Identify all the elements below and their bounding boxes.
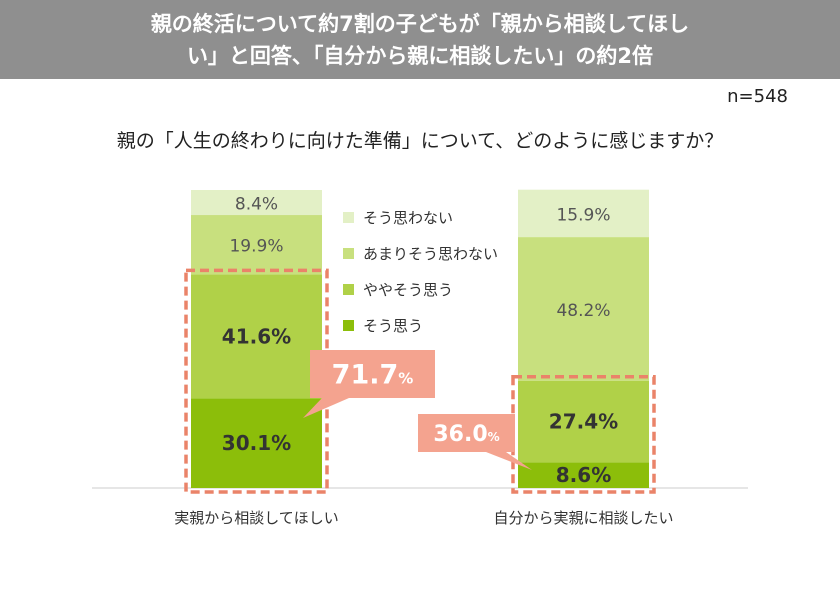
sample-size: n=548 [727, 86, 788, 107]
highlight-box-1 [184, 268, 329, 494]
bar-segment-yaya-2 [518, 380, 649, 463]
legend-item-yaya: ややそう思う [343, 271, 498, 307]
data-label-sou-1: 30.1% [222, 431, 291, 455]
callout-value-1: 71.7 [332, 360, 399, 391]
legend-label-amari: あまりそう思わない [363, 244, 499, 263]
legend-swatch-soukonai [343, 211, 354, 223]
legend-swatch-sou [343, 319, 354, 331]
callout-tail-1 [303, 398, 349, 418]
data-label-soukonai-2: 15.9% [556, 205, 610, 225]
bar-segment-sou-2 [518, 462, 649, 488]
bar-segment-amari-1 [191, 215, 322, 275]
legend-label-yaya: ややそう思う [363, 280, 454, 299]
callout-label-1: 71.7% [332, 360, 414, 391]
legend-item-amari: あまりそう思わない [343, 235, 498, 271]
legend-item-soukonai: そう思わない [343, 199, 498, 235]
headline-banner: 親の終活について約7割の子どもが「親から相談してほし い」と回答、「自分から親に… [0, 0, 840, 79]
bar-segment-sou-1 [191, 398, 322, 488]
legend-label-sou: そう思う [363, 316, 424, 335]
callout-box-1 [310, 350, 435, 398]
survey-question: 親の「人生の終わりに向けた準備」について、どのように感じますか？ [116, 130, 724, 152]
data-label-yaya-1: 41.6% [222, 324, 291, 348]
data-label-amari-2: 48.2% [556, 301, 610, 321]
legend-item-sou: そう思う [343, 307, 498, 343]
callout-unit-1: % [398, 370, 413, 388]
callout-box-2 [418, 414, 515, 452]
callout-value-2: 36.0 [433, 422, 487, 447]
bar-segment-soukonai-2 [518, 189, 649, 238]
chart-legend: そう思わない あまりそう思わない ややそう思う そう思う [343, 199, 498, 343]
data-label-soukonai-1: 8.4% [235, 195, 278, 215]
callout-unit-2: % [488, 430, 500, 444]
legend-swatch-amari [343, 247, 354, 259]
category-label-1: 実親から相談してほしい [174, 509, 339, 527]
headline-line-1: 親の終活について約7割の子どもが「親から相談してほし [150, 11, 690, 36]
data-label-sou-2: 8.6% [556, 463, 611, 487]
data-label-yaya-2: 27.4% [549, 410, 618, 434]
bar-segment-yaya-1 [191, 274, 322, 399]
callout-label-2: 36.0% [433, 422, 499, 447]
callout-tail-2 [486, 452, 532, 470]
legend-label-soukonai: そう思わない [363, 208, 454, 227]
legend-swatch-yaya [343, 283, 354, 295]
category-label-2: 自分から実親に相談したい [493, 509, 673, 527]
bar-segment-soukonai-1 [191, 190, 322, 216]
data-label-amari-1: 19.9% [229, 237, 283, 257]
bar-segment-amari-2 [518, 237, 649, 381]
headline-line-2: い」と回答、「自分から親に相談したい」の約2倍 [186, 43, 654, 68]
